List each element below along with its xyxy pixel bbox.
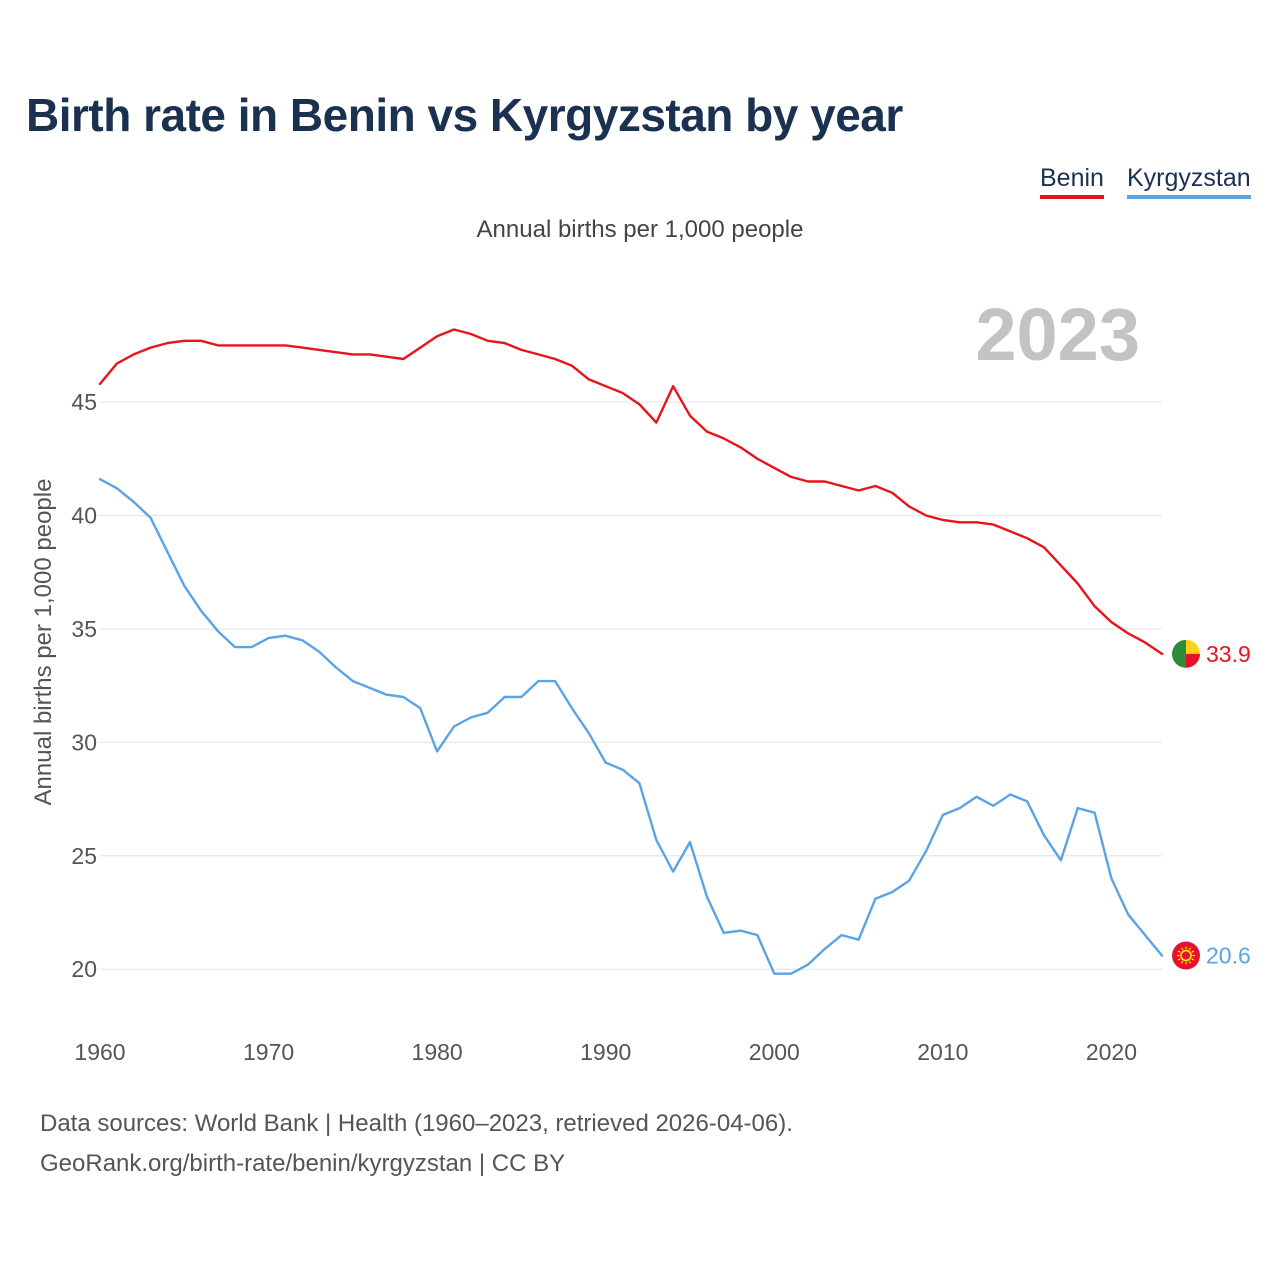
chart-subtitle: Annual births per 1,000 people: [476, 216, 804, 243]
footer-sources: Data sources: World Bank | Health (1960–…: [40, 1110, 793, 1137]
series-line-kyrgyzstan: [98, 478, 1164, 975]
y-axis-label: Annual births per 1,000 people: [30, 479, 57, 806]
y-tick-label-20: 20: [71, 956, 97, 982]
x-tick-label-1980: 1980: [412, 1039, 463, 1065]
year-watermark: 2023: [975, 293, 1140, 376]
x-tick-label-2020: 2020: [1086, 1039, 1137, 1065]
y-tick-label-45: 45: [71, 389, 97, 415]
x-tick-label-1960: 1960: [74, 1039, 125, 1065]
y-tick-label-30: 30: [71, 729, 97, 755]
footer: Data sources: World Bank | Health (1960–…: [40, 1104, 793, 1184]
footer-link[interactable]: GeoRank.org/birth-rate/benin/kyrgyzstan …: [40, 1150, 566, 1177]
series-line-benin: [98, 328, 1164, 656]
y-tick-label-25: 25: [71, 843, 97, 869]
x-tick-label-1990: 1990: [580, 1039, 631, 1065]
y-tick-label-40: 40: [71, 502, 97, 528]
x-tick-label-2010: 2010: [917, 1039, 968, 1065]
y-tick-label-35: 35: [71, 616, 97, 642]
legend-item-kyrgyzstan[interactable]: Kyrgyzstan: [1127, 164, 1251, 199]
x-tick-label-2000: 2000: [749, 1039, 800, 1065]
end-value-label-kyrgyzstan: 20.6: [1206, 943, 1251, 969]
flag-marker-benin: [1172, 639, 1200, 668]
end-value-label-benin: 33.9: [1206, 641, 1251, 667]
legend-item-benin[interactable]: Benin: [1040, 164, 1104, 199]
chart-title: Birth rate in Benin vs Kyrgyzstan by yea…: [26, 89, 903, 141]
flag-marker-kyrgyzstan: [1172, 941, 1200, 970]
x-tick-label-1970: 1970: [243, 1039, 294, 1065]
